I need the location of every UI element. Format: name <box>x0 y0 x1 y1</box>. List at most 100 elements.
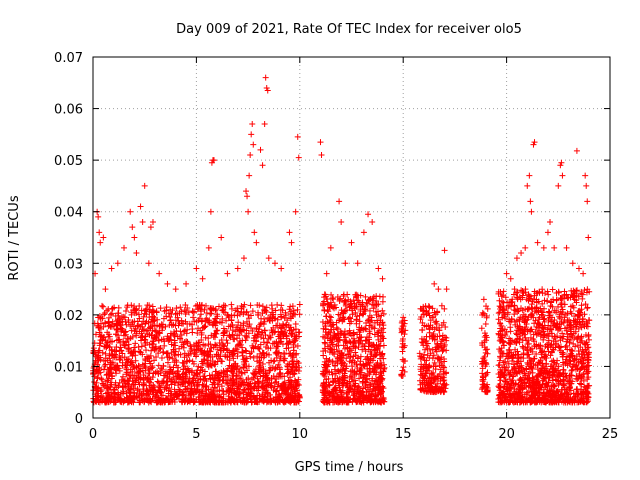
data-point <box>130 399 137 406</box>
data-point <box>149 219 156 226</box>
data-point <box>547 219 554 226</box>
data-point <box>263 84 270 91</box>
data-point <box>113 343 120 350</box>
data-point <box>288 239 295 246</box>
data-point <box>377 391 384 398</box>
data-point <box>156 329 163 336</box>
data-point <box>557 343 564 350</box>
data-point <box>284 340 291 347</box>
data-point <box>242 347 249 354</box>
data-point <box>513 388 520 395</box>
data-point <box>228 301 235 308</box>
data-point <box>416 350 423 357</box>
data-point <box>566 385 573 392</box>
data-point <box>499 298 506 305</box>
data-point <box>483 303 490 310</box>
data-point <box>581 399 588 406</box>
data-point <box>93 366 100 373</box>
data-point <box>282 322 289 329</box>
data-point <box>534 362 541 369</box>
data-point <box>377 332 384 339</box>
data-point <box>429 305 436 312</box>
data-point <box>295 392 302 399</box>
data-point <box>480 296 487 303</box>
data-point <box>243 318 250 325</box>
data-point <box>288 385 295 392</box>
data-point <box>583 366 590 373</box>
data-point <box>243 334 250 341</box>
data-point <box>99 302 106 309</box>
data-point <box>426 304 433 311</box>
data-point <box>150 335 157 342</box>
data-point <box>324 318 331 325</box>
data-point <box>529 348 536 355</box>
data-point <box>528 363 535 370</box>
data-point <box>179 398 186 405</box>
data-point <box>260 349 267 356</box>
data-point <box>211 375 218 382</box>
data-point <box>194 386 201 393</box>
data-point <box>545 337 552 344</box>
data-point <box>200 373 207 380</box>
data-point <box>264 375 271 382</box>
data-point <box>379 275 386 282</box>
data-point <box>583 349 590 356</box>
data-point <box>277 353 284 360</box>
data-point <box>220 342 227 349</box>
data-point <box>205 335 212 342</box>
data-point <box>584 286 591 293</box>
data-point <box>188 386 195 393</box>
data-point <box>259 329 266 336</box>
data-point <box>182 318 189 325</box>
data-point <box>359 346 366 353</box>
data-point <box>372 352 379 359</box>
data-point <box>120 398 127 405</box>
data-point <box>95 347 102 354</box>
data-point <box>399 340 406 347</box>
data-point <box>348 239 355 246</box>
data-point <box>426 312 433 319</box>
data-point <box>98 376 105 383</box>
data-point <box>187 348 194 355</box>
data-point <box>124 335 131 342</box>
data-point <box>251 332 258 339</box>
data-point <box>278 313 285 320</box>
data-point <box>172 352 179 359</box>
data-point <box>482 346 489 353</box>
data-point <box>241 363 248 370</box>
data-point <box>527 357 534 364</box>
data-point <box>344 389 351 396</box>
data-point <box>141 363 148 370</box>
data-point <box>495 288 502 295</box>
data-point <box>146 331 153 338</box>
data-point <box>256 362 263 369</box>
data-point <box>518 362 525 369</box>
data-point <box>270 396 277 403</box>
data-point <box>550 383 557 390</box>
data-point <box>262 389 269 396</box>
data-point <box>212 368 219 375</box>
data-point <box>502 315 509 322</box>
data-point <box>584 305 591 312</box>
data-point <box>258 319 265 326</box>
data-point <box>563 342 570 349</box>
data-point <box>218 234 225 241</box>
data-point <box>108 359 115 366</box>
data-point <box>349 311 356 318</box>
data-point <box>401 368 408 375</box>
data-point <box>580 270 587 277</box>
data-point <box>337 312 344 319</box>
data-point <box>443 286 450 293</box>
data-point <box>189 369 196 376</box>
data-point <box>417 385 424 392</box>
data-point <box>506 399 513 406</box>
data-point <box>216 387 223 394</box>
data-point <box>205 357 212 364</box>
data-point <box>500 299 507 306</box>
data-point <box>155 336 162 343</box>
data-point <box>156 382 163 389</box>
data-point <box>528 313 535 320</box>
data-point <box>155 350 162 357</box>
data-point <box>291 384 298 391</box>
data-point <box>182 383 189 390</box>
